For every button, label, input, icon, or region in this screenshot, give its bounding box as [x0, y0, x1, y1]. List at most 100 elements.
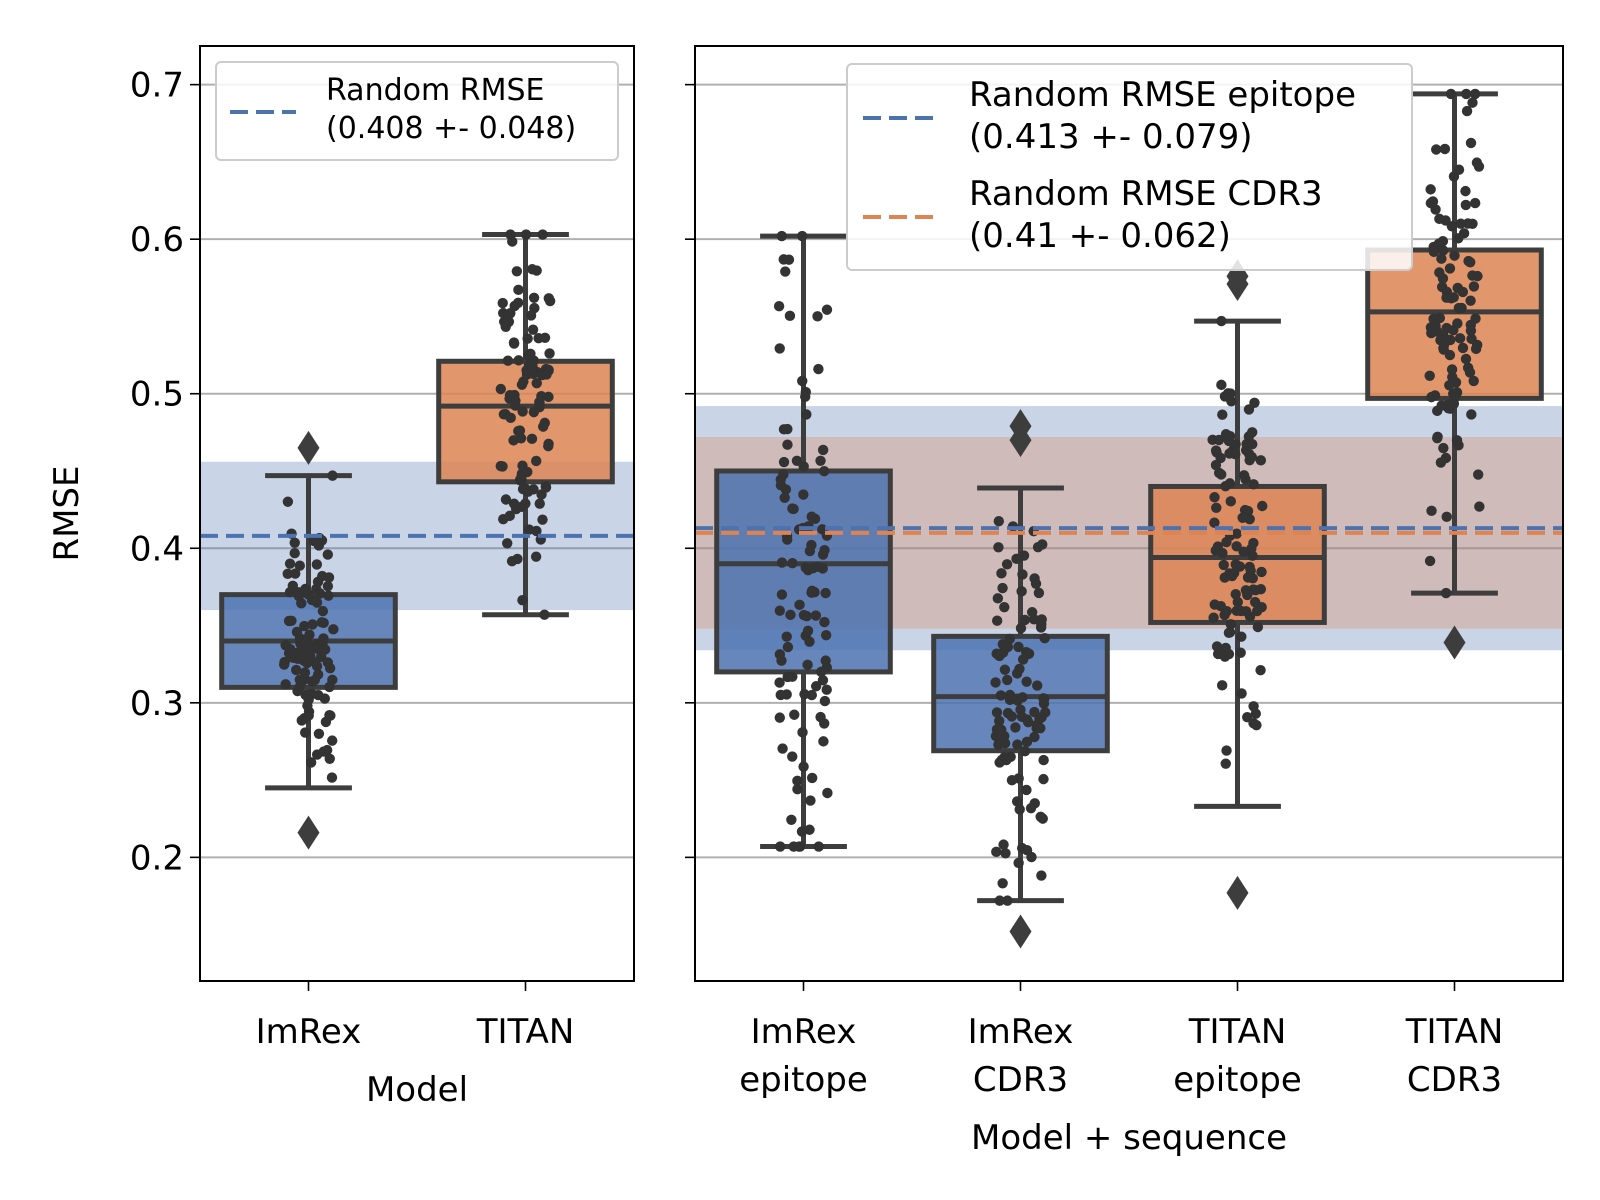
data-point [1021, 784, 1032, 796]
data-point [804, 824, 815, 835]
data-point [301, 633, 313, 645]
data-point [1225, 388, 1236, 399]
data-point [522, 333, 533, 344]
data-point [1460, 353, 1472, 365]
data-point [1472, 469, 1484, 480]
data-point [543, 365, 554, 377]
data-point [1469, 197, 1481, 209]
data-point [504, 510, 515, 522]
data-point [527, 360, 538, 372]
data-point [328, 624, 339, 635]
data-point [324, 753, 335, 764]
data-point [1469, 88, 1481, 100]
data-point [817, 675, 829, 686]
data-point [998, 839, 1009, 850]
data-point [1448, 324, 1459, 336]
data-point [1426, 505, 1437, 517]
data-point [317, 570, 328, 582]
data-point [1252, 621, 1264, 633]
data-point [514, 474, 526, 486]
data-point [1029, 731, 1040, 743]
data-point [1235, 647, 1246, 658]
data-point [798, 761, 809, 772]
data-point [1208, 612, 1219, 623]
data-point [1225, 619, 1237, 630]
data-point [1240, 606, 1252, 617]
data-point [1242, 589, 1253, 601]
data-point [1465, 295, 1476, 306]
data-point [1040, 707, 1051, 718]
data-point [1440, 587, 1452, 599]
legend-detail: (0.41 +- 0.062) [969, 216, 1231, 256]
data-point [526, 433, 538, 445]
x-tick-label: TITAN [1405, 1012, 1504, 1052]
data-point [327, 674, 338, 686]
data-point [307, 619, 318, 630]
data-point [1466, 409, 1477, 420]
data-point [792, 775, 803, 787]
data-point [991, 648, 1002, 659]
data-point [301, 657, 313, 669]
data-point [1248, 479, 1259, 490]
data-point [1436, 400, 1447, 411]
plot-frame [694, 45, 1564, 982]
data-point [291, 626, 303, 638]
data-point [992, 593, 1004, 604]
data-point [289, 548, 300, 559]
data-point [789, 709, 800, 720]
data-point [294, 560, 305, 571]
data-point [282, 496, 294, 507]
data-point [1019, 614, 1031, 626]
data-point [1257, 500, 1268, 512]
data-point [780, 484, 792, 495]
data-point [819, 718, 830, 729]
data-point [804, 545, 816, 557]
x-tick-label: ImRex [256, 1012, 362, 1052]
data-point [544, 348, 555, 359]
data-point [1017, 569, 1028, 580]
data-point [1247, 427, 1258, 438]
data-point [1216, 680, 1228, 691]
data-point [1240, 474, 1251, 485]
data-point [316, 617, 327, 628]
outlier-marker [1009, 423, 1032, 458]
data-point [776, 557, 788, 568]
data-point [530, 551, 542, 562]
data-point [993, 542, 1004, 553]
data-point [1255, 664, 1266, 676]
data-point [797, 230, 808, 242]
data-point [794, 599, 805, 611]
data-point [517, 595, 528, 606]
data-point [1454, 333, 1466, 344]
data-point [1239, 504, 1251, 516]
data-point [1220, 758, 1231, 769]
data-point [510, 400, 521, 411]
data-point [779, 492, 790, 504]
data-point [798, 489, 809, 500]
data-point [305, 757, 317, 768]
data-point [279, 659, 290, 670]
data-point [543, 293, 555, 304]
data-point [1028, 614, 1040, 625]
data-point [1468, 281, 1480, 292]
data-point [1474, 501, 1485, 512]
data-point [495, 460, 506, 472]
data-point [1427, 196, 1439, 207]
data-point [1001, 559, 1013, 570]
data-point [1236, 631, 1247, 642]
data-point [1438, 442, 1449, 454]
data-point [502, 538, 513, 549]
data-point [327, 470, 338, 481]
data-point [1446, 364, 1458, 375]
x-tick-label: ImRex [968, 1012, 1074, 1052]
data-point [1248, 701, 1259, 712]
outlier-marker [1009, 914, 1032, 949]
data-point [1036, 614, 1047, 625]
data-point [801, 409, 812, 420]
data-point [1011, 553, 1022, 565]
data-point [313, 728, 325, 740]
data-point [527, 324, 539, 335]
data-point [322, 549, 334, 560]
data-point [813, 841, 824, 852]
data-point [1461, 105, 1473, 117]
